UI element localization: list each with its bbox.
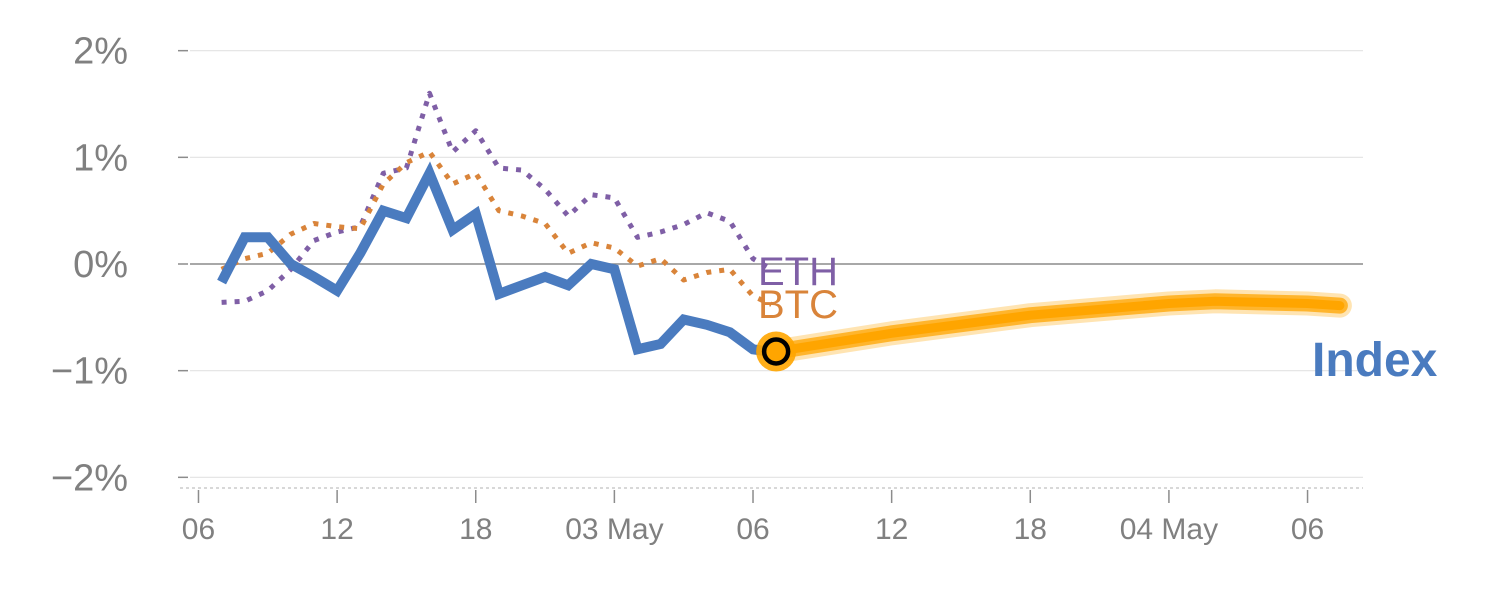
x-tick-label: 18 <box>1014 513 1047 546</box>
y-tick-label: 0% <box>73 244 128 286</box>
x-tick-label: 12 <box>320 513 353 546</box>
x-tick-label: 12 <box>875 513 908 546</box>
index-series-label: Index <box>1312 334 1438 387</box>
series-labels: ETH BTC Index <box>758 250 1438 387</box>
x-tick-label: 18 <box>459 513 492 546</box>
y-tick-label: −1% <box>51 351 128 393</box>
x-tick-label: 06 <box>1291 513 1324 546</box>
eth-series-label: ETH <box>758 250 838 294</box>
x-tick-label: 03 May <box>565 513 663 546</box>
y-tick-label: 2% <box>73 31 128 73</box>
current-point-marker <box>761 337 791 366</box>
x-tick-label: 06 <box>736 513 769 546</box>
axes: 2% 1% 0% −1% −2% 06 12 18 03 May 06 12 18 04 May 06 <box>51 31 1363 546</box>
btc-series-label: BTC <box>758 283 838 327</box>
index-line <box>217 161 777 358</box>
series-lines <box>217 90 1352 372</box>
grid-lines <box>190 50 1363 478</box>
x-tick-label: 04 May <box>1120 513 1218 546</box>
forecast-line <box>771 296 1345 356</box>
x-tick-label: 06 <box>182 513 215 546</box>
y-tick-label: 1% <box>73 137 128 179</box>
btc-line <box>220 149 773 307</box>
y-tick-label: −2% <box>51 457 128 499</box>
